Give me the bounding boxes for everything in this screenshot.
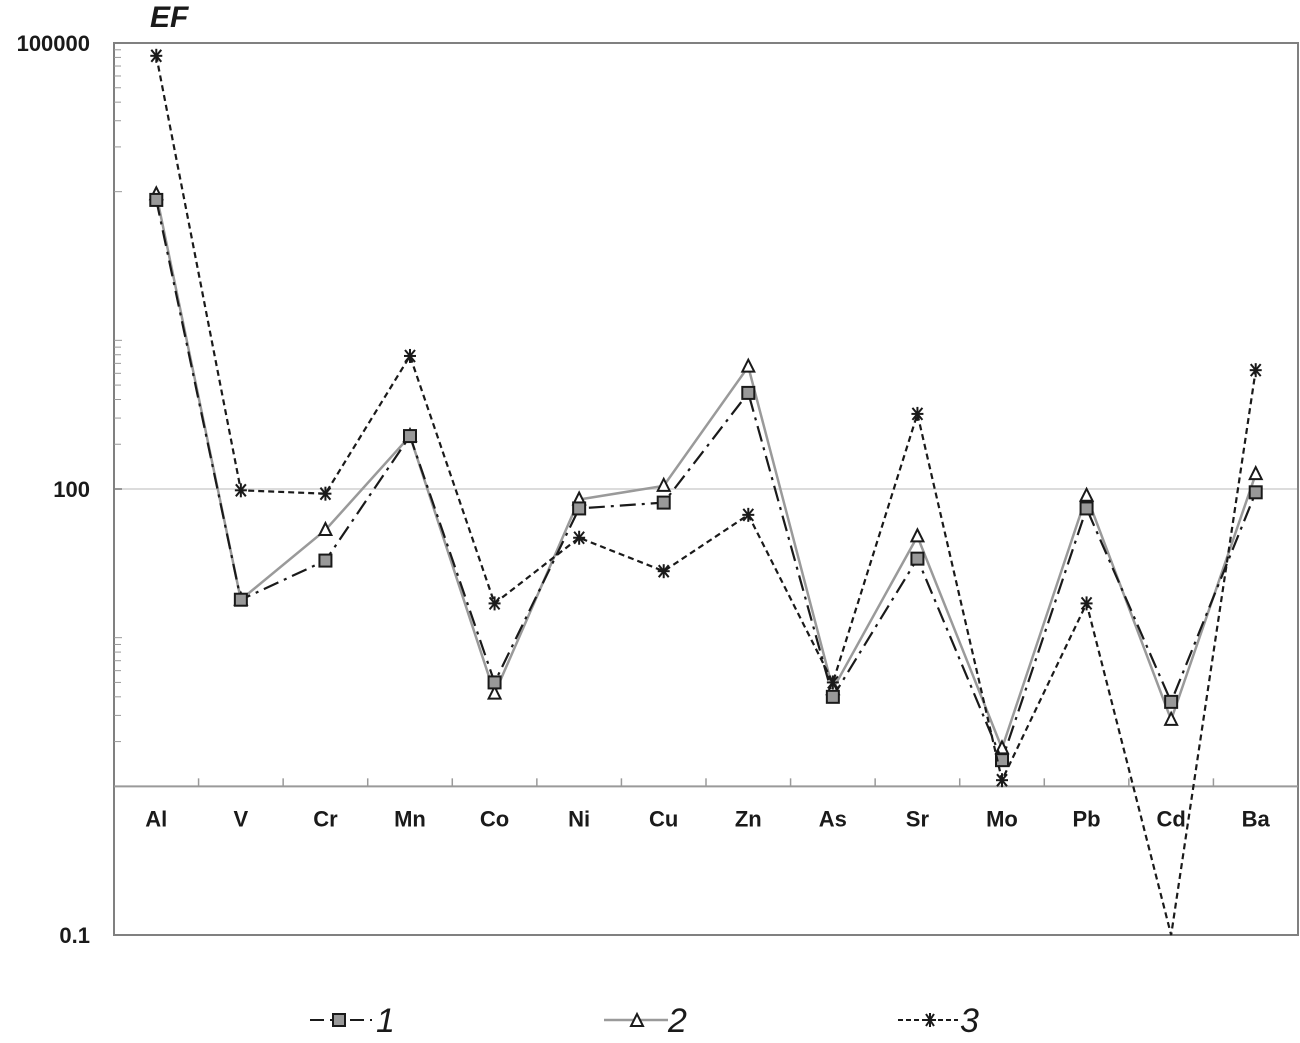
x-tick-label: Co bbox=[480, 806, 509, 831]
triangle-marker-icon bbox=[1163, 710, 1179, 726]
triangle-marker-icon bbox=[486, 684, 503, 700]
square-marker-icon bbox=[149, 192, 164, 207]
legend: 1 2 3 bbox=[310, 1002, 979, 1040]
square-marker-icon bbox=[995, 753, 1009, 768]
legend-item-2[interactable]: 2 bbox=[604, 1002, 687, 1040]
triangle-marker-icon bbox=[1078, 486, 1095, 502]
asterisk-marker-icon bbox=[234, 483, 247, 498]
x-tick-label: Mn bbox=[394, 806, 426, 831]
x-tick-label: Mo bbox=[986, 806, 1018, 831]
y-tick-label: 100000 bbox=[17, 31, 90, 56]
series-group bbox=[148, 48, 1264, 936]
asterisk-marker-icon bbox=[573, 530, 586, 545]
square-marker-icon bbox=[233, 592, 248, 607]
square-marker-icon bbox=[1248, 485, 1263, 500]
y-axis: 100000 100 0.1 bbox=[17, 31, 122, 948]
series-3 bbox=[150, 48, 1262, 936]
asterisk-marker-icon bbox=[657, 564, 670, 579]
x-tick-label: Cu bbox=[649, 806, 678, 831]
x-tick-label: Ni bbox=[568, 806, 590, 831]
series-line bbox=[155, 194, 1257, 753]
x-tick-label: Ba bbox=[1242, 806, 1271, 831]
legend-label-3: 3 bbox=[960, 1002, 979, 1040]
asterisk-marker-icon bbox=[826, 675, 839, 690]
x-tick-label: Cr bbox=[313, 806, 338, 831]
asterisk-marker-icon bbox=[319, 486, 332, 501]
y-tick-label: 100 bbox=[53, 477, 90, 502]
triangle-marker-icon bbox=[909, 527, 926, 543]
x-tick-label: Sr bbox=[906, 806, 930, 831]
triangle-marker-icon bbox=[629, 1011, 645, 1027]
series-line bbox=[155, 199, 1257, 764]
chart-title: EF bbox=[150, 1, 189, 34]
triangle-marker-icon bbox=[740, 357, 756, 373]
y-tick-label: 0.1 bbox=[59, 923, 90, 948]
x-tick-label: As bbox=[819, 806, 847, 831]
x-tick-label: Al bbox=[145, 806, 167, 831]
triangle-marker-icon bbox=[1248, 464, 1264, 481]
asterisk-marker-icon bbox=[1080, 596, 1093, 611]
square-marker-icon bbox=[318, 553, 333, 568]
square-marker-icon bbox=[910, 551, 925, 566]
legend-item-1[interactable]: 1 bbox=[310, 1002, 395, 1040]
asterisk-marker-icon bbox=[924, 1013, 936, 1027]
triangle-marker-icon bbox=[317, 520, 334, 536]
square-marker-icon bbox=[332, 1013, 346, 1027]
square-marker-icon bbox=[487, 675, 502, 690]
x-tick-label: Pb bbox=[1073, 806, 1101, 831]
x-axis: Al V Cr Mn Co Ni Cu Zn As Sr Mo Pb Cd Ba bbox=[114, 778, 1298, 831]
legend-label-2: 2 bbox=[667, 1002, 687, 1040]
triangle-marker-icon bbox=[656, 476, 672, 492]
square-marker-icon bbox=[1164, 694, 1179, 709]
x-tick-label: Zn bbox=[735, 806, 762, 831]
square-marker-icon bbox=[403, 429, 417, 444]
x-tick-label: Cd bbox=[1156, 806, 1185, 831]
square-marker-icon bbox=[825, 689, 840, 704]
square-marker-icon bbox=[741, 385, 756, 400]
asterisk-marker-icon bbox=[996, 773, 1008, 788]
legend-label-1: 1 bbox=[376, 1002, 395, 1040]
series-line bbox=[155, 55, 1257, 936]
series-1 bbox=[149, 192, 1263, 768]
asterisk-marker-icon bbox=[488, 596, 501, 611]
asterisk-marker-icon bbox=[742, 507, 755, 522]
asterisk-marker-icon bbox=[1249, 363, 1262, 378]
square-marker-icon bbox=[1079, 501, 1094, 516]
asterisk-marker-icon bbox=[404, 348, 416, 363]
asterisk-marker-icon bbox=[911, 406, 924, 421]
x-tick-label: V bbox=[234, 806, 249, 831]
square-marker-icon bbox=[656, 495, 671, 510]
asterisk-marker-icon bbox=[150, 48, 163, 63]
series-2 bbox=[148, 185, 1264, 755]
square-marker-icon bbox=[572, 501, 587, 516]
legend-item-3[interactable]: 3 bbox=[898, 1002, 979, 1040]
